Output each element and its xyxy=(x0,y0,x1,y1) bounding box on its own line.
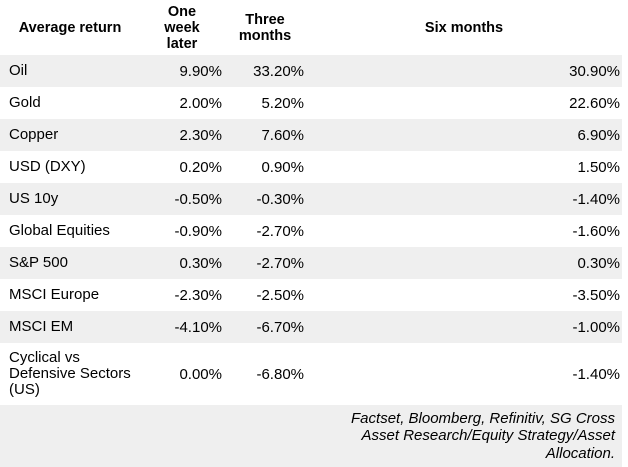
table-row-cyclical-vs-defensive: Cyclical vs Defensive Sectors (US) 0.00%… xyxy=(0,343,622,405)
value-one-week: 0.00% xyxy=(179,365,222,383)
value-one-week: -4.10% xyxy=(140,311,224,343)
table-row-global-equities: Global Equities -0.90% -2.70% -1.60% xyxy=(0,215,622,247)
value-three-months: -2.70% xyxy=(256,222,304,240)
row-label: Gold xyxy=(9,94,41,111)
row-label: US 10y xyxy=(0,183,140,215)
value-one-week: -0.50% xyxy=(140,183,224,215)
row-label: S&P 500 xyxy=(0,247,140,279)
row-label: Copper xyxy=(0,119,140,151)
value-three-months: 33.20% xyxy=(224,55,306,87)
value-six-months: 22.60% xyxy=(569,94,620,112)
value-one-week: 0.20% xyxy=(179,158,222,176)
column-header-one-week-later: One week later xyxy=(140,0,224,55)
value-one-week: 2.00% xyxy=(179,94,222,112)
value-one-week: 2.30% xyxy=(140,119,224,151)
row-label: USD (DXY) xyxy=(9,158,86,175)
value-six-months: -1.00% xyxy=(306,311,622,343)
value-six-months: -1.40% xyxy=(572,365,620,383)
header-row: Average return One week later Three mont… xyxy=(0,0,622,55)
table-row-oil: Oil 9.90% 33.20% 30.90% xyxy=(0,55,622,87)
value-six-months: 6.90% xyxy=(306,119,622,151)
row-label: MSCI EM xyxy=(0,311,140,343)
value-three-months: 0.90% xyxy=(261,158,304,176)
table-row-usd-dxy: USD (DXY) 0.20% 0.90% 1.50% xyxy=(0,151,622,183)
row-label: MSCI Europe xyxy=(9,286,100,303)
table-row-sp-500: S&P 500 0.30% -2.70% 0.30% xyxy=(0,247,622,279)
table-row-msci-europe: MSCI Europe -2.30% -2.50% -3.50% xyxy=(0,279,622,311)
table-row-us-10y: US 10y -0.50% -0.30% -1.40% xyxy=(0,183,622,215)
row-label: Global Equities xyxy=(9,222,110,239)
row-label: Oil xyxy=(0,55,140,87)
value-six-months: -1.40% xyxy=(306,183,622,215)
value-one-week: -2.30% xyxy=(174,286,222,304)
value-six-months: 0.30% xyxy=(306,247,622,279)
column-header-six-months: Six months xyxy=(306,0,622,55)
table-header: Average return One week later Three mont… xyxy=(0,0,622,55)
value-six-months: 1.50% xyxy=(577,158,620,176)
value-six-months: 30.90% xyxy=(306,55,622,87)
value-six-months: -1.60% xyxy=(572,222,620,240)
value-six-months: -3.50% xyxy=(572,286,620,304)
value-one-week: 9.90% xyxy=(140,55,224,87)
value-three-months: -0.30% xyxy=(224,183,306,215)
value-three-months: -2.70% xyxy=(224,247,306,279)
value-three-months: 7.60% xyxy=(224,119,306,151)
table-row-gold: Gold 2.00% 5.20% 22.60% xyxy=(0,87,622,119)
source-row: Factset, Bloomberg, Refinitiv, SG Cross … xyxy=(0,405,622,467)
table-row-msci-em: MSCI EM -4.10% -6.70% -1.00% xyxy=(0,311,622,343)
value-three-months: -6.80% xyxy=(256,365,304,383)
value-one-week: 0.30% xyxy=(140,247,224,279)
source-note: Factset, Bloomberg, Refinitiv, SG Cross … xyxy=(0,405,622,467)
row-label: Cyclical vs Defensive Sectors (US) xyxy=(9,349,131,398)
value-three-months: -2.50% xyxy=(256,286,304,304)
value-three-months: 5.20% xyxy=(261,94,304,112)
table-row-copper: Copper 2.30% 7.60% 6.90% xyxy=(0,119,622,151)
column-header-average-return: Average return xyxy=(0,0,140,55)
column-header-three-months: Three months xyxy=(224,0,306,55)
value-one-week: -0.90% xyxy=(174,222,222,240)
value-three-months: -6.70% xyxy=(224,311,306,343)
table-body: Oil 9.90% 33.20% 30.90% Gold 2.00% 5.20%… xyxy=(0,55,622,467)
